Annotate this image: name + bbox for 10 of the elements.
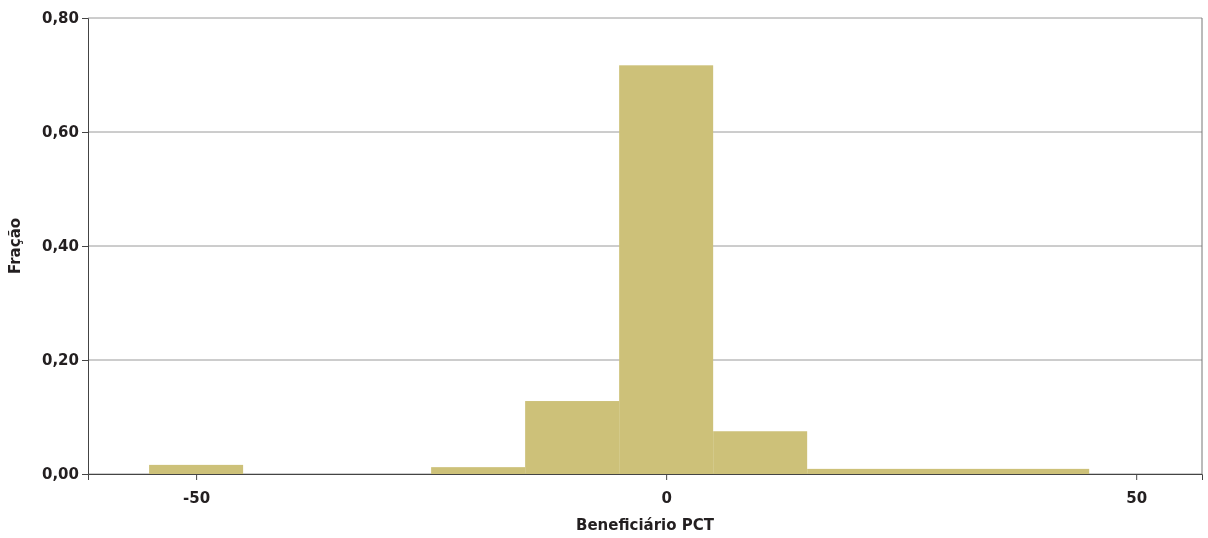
x-tick-label: 50 <box>1126 488 1148 507</box>
y-tick-label: 0,40 <box>41 237 79 256</box>
y-axis-title: Fração <box>6 217 24 275</box>
x-tick-label: 0 <box>661 488 672 507</box>
x-axis-title: Beneficiário PCT <box>575 516 715 534</box>
x-tick-label: -50 <box>183 488 211 507</box>
y-tick-label: 0,20 <box>41 351 79 370</box>
y-tick-label: 0,60 <box>41 123 79 142</box>
y-tick-label: 0,80 <box>41 9 79 28</box>
y-tick-label: 0,00 <box>41 465 79 484</box>
